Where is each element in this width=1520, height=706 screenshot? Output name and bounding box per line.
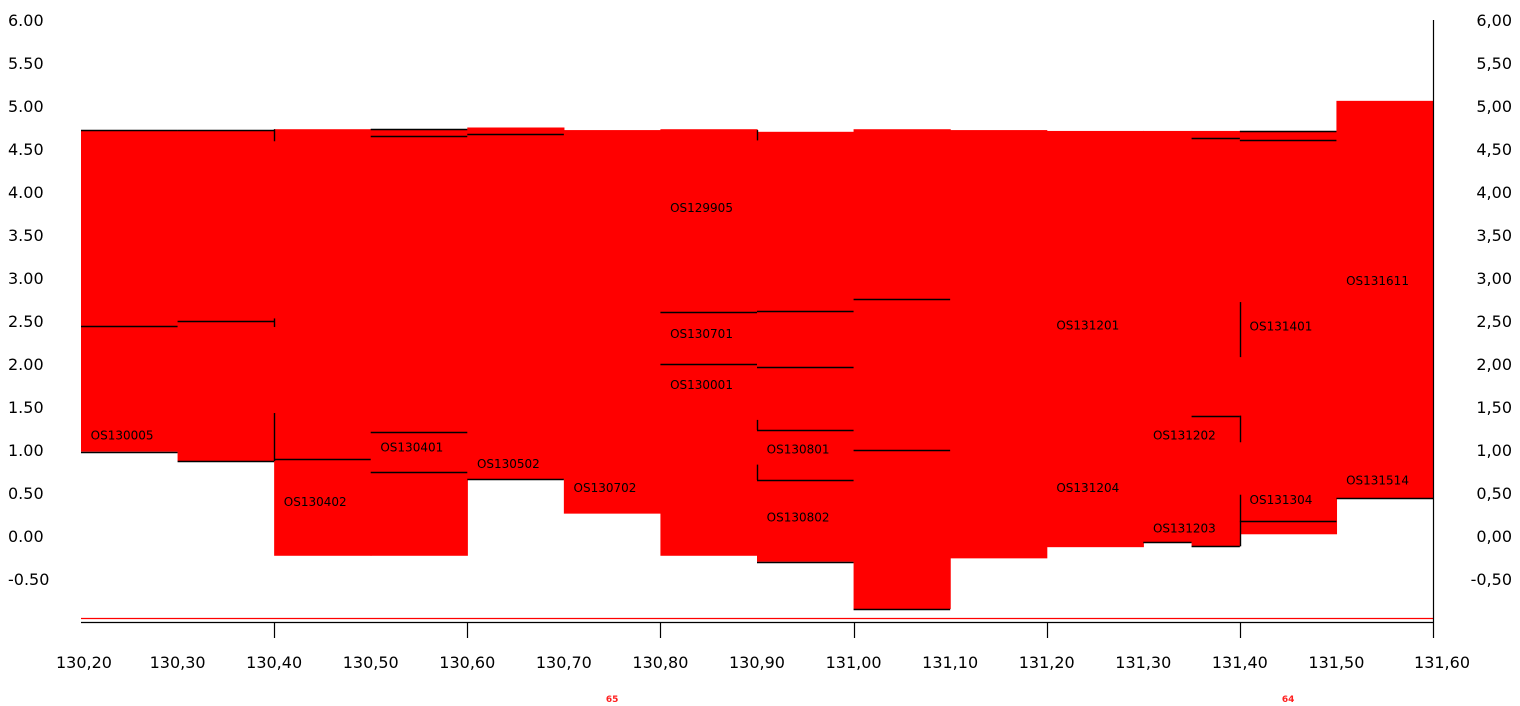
- layer-fill-segment-9: [853, 129, 951, 610]
- y-tick-label-left: 1.00: [8, 441, 44, 460]
- borehole-label: OS131204: [1056, 481, 1119, 495]
- y-tick-label-left: 0.00: [8, 527, 44, 546]
- x-tick-label: 130,40: [246, 653, 302, 672]
- borehole-label: OS130005: [91, 429, 154, 443]
- layer-fill-segment-1: [81, 130, 179, 452]
- borehole-label: OS130802: [767, 510, 830, 524]
- y-tick-label-left: 4.50: [8, 140, 44, 159]
- x-tick-label: 131,50: [1308, 653, 1364, 672]
- borehole-label: OS131203: [1153, 522, 1216, 536]
- x-tick-label: 131,30: [1115, 653, 1171, 672]
- y-tick-label-right: 6,00: [1476, 11, 1512, 30]
- station-marker-label: 64: [1282, 695, 1295, 705]
- x-tick-label: 130,70: [536, 653, 592, 672]
- x-tick-label: 130,80: [632, 653, 688, 672]
- y-tick-label-right: 1,50: [1476, 398, 1512, 417]
- x-tick-label: 130,50: [343, 653, 399, 672]
- y-tick-label-right: 2,00: [1476, 355, 1512, 374]
- layer-boundary-group: [81, 128, 1433, 611]
- borehole-label: OS131304: [1250, 493, 1313, 507]
- borehole-label: OS130801: [767, 442, 830, 456]
- x-tick-label: 131,60: [1414, 653, 1470, 672]
- y-tick-label-left: 5.00: [8, 97, 44, 116]
- y-tick-label-right: 3,00: [1476, 269, 1512, 288]
- y-tick-label-right: 5,00: [1476, 97, 1512, 116]
- layer-fill-segment-6: [563, 130, 662, 514]
- borehole-label: OS131514: [1346, 473, 1409, 487]
- x-tick-label: 130,30: [150, 653, 206, 672]
- x-tick-label: 130,20: [56, 653, 112, 672]
- y-tick-label-right: 2,50: [1476, 312, 1512, 331]
- layer-fill-group: [81, 100, 1434, 610]
- layer-fill-segment-11: [1046, 130, 1144, 548]
- y-tick-label-right: 0,50: [1476, 484, 1512, 503]
- borehole-label: OS131401: [1250, 319, 1313, 333]
- y-tick-label-left: -0.50: [8, 570, 49, 589]
- x-tick-label: 130,60: [439, 653, 495, 672]
- layer-fill-segment-7: [660, 129, 758, 556]
- y-tick-label-left: 0.50: [8, 484, 44, 503]
- y-tick-label-left: 1.50: [8, 398, 44, 417]
- y-tick-label-left: 2.50: [8, 312, 44, 331]
- layer-fill-segment-14: [1239, 130, 1338, 535]
- borehole-label: OS131201: [1056, 319, 1119, 333]
- borehole-label: OS129905: [670, 201, 733, 215]
- x-tick-label: 131,20: [1019, 653, 1075, 672]
- y-tick-label-left: 3.50: [8, 226, 44, 245]
- borehole-label: OS131202: [1153, 429, 1216, 443]
- axes-group: 6.00 5.50 5.00 4.50 4.00 3.50 3.00 2.50 2.00 1.50…: [8, 11, 1512, 705]
- y-tick-label-left: 4.00: [8, 183, 44, 202]
- borehole-label-group: OS130005 OS130402 OS130401 OS130502 OS130702…: [91, 201, 1409, 536]
- y-tick-label-right: 5,50: [1476, 54, 1512, 73]
- layer-fill-segment-15: [1336, 100, 1434, 499]
- layer-fill-segment-8: [757, 131, 855, 562]
- borehole-label: OS130701: [670, 327, 733, 341]
- borehole-label: OS130401: [380, 441, 443, 455]
- y-tick-label-left: 6.00: [8, 11, 44, 30]
- layer-fill-segment-4: [370, 129, 468, 556]
- y-tick-label-right: 4,50: [1476, 140, 1512, 159]
- station-marker-label: 65: [606, 695, 619, 705]
- y-tick-label-right: 4,00: [1476, 183, 1512, 202]
- y-tick-label-right: 3,50: [1476, 226, 1512, 245]
- borehole-label: OS130702: [574, 481, 637, 495]
- borehole-label: OS131611: [1346, 274, 1409, 288]
- x-tick-label: 131,00: [826, 653, 882, 672]
- layer-fill-segment-13: [1191, 130, 1241, 547]
- x-tick-label: 131,40: [1212, 653, 1268, 672]
- borehole-label: OS130001: [670, 378, 733, 392]
- borehole-label: OS130402: [284, 495, 347, 509]
- x-tick-label: 130,90: [729, 653, 785, 672]
- borehole-label: OS130502: [477, 457, 540, 471]
- y-tick-label-left: 2.00: [8, 355, 44, 374]
- y-tick-label-right: -0,50: [1471, 570, 1512, 589]
- layer-fill-segment-5: [467, 127, 565, 480]
- layer-fill-segment-12: [1143, 130, 1193, 543]
- y-tick-label-right: 1,00: [1476, 441, 1512, 460]
- layer-fill-segment-3: [274, 129, 372, 556]
- x-tick-label: 131,10: [922, 653, 978, 672]
- y-tick-label-left: 5.50: [8, 54, 44, 73]
- y-tick-label-right: 0,00: [1476, 527, 1512, 546]
- y-tick-label-left: 3.00: [8, 269, 44, 288]
- layer-fill-segment-10: [950, 130, 1048, 559]
- layer-fill-segment-2: [177, 130, 275, 462]
